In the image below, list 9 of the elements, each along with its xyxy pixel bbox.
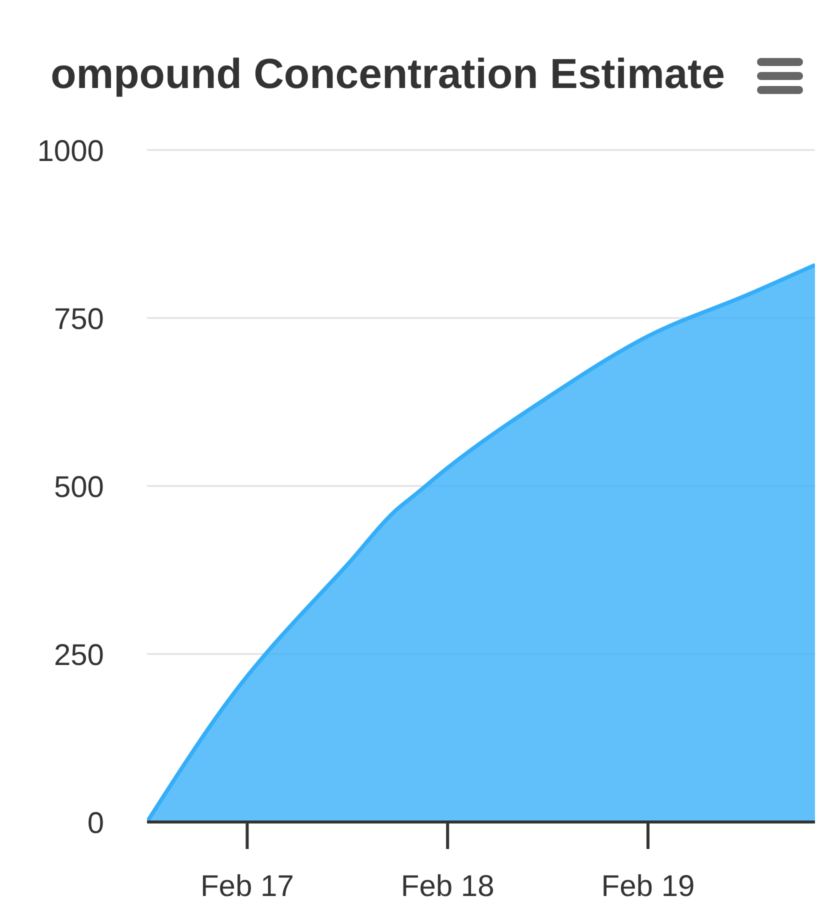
y-tick-label: 750	[54, 303, 104, 336]
y-tick-label: 500	[54, 471, 104, 504]
x-tick-label: Feb 17	[200, 870, 294, 903]
chart-title: ompound Concentration Estimate	[50, 50, 725, 97]
y-tick-label: 1000	[37, 135, 104, 168]
x-tick-label: Feb 18	[400, 870, 494, 903]
y-tick-label: 250	[54, 639, 104, 672]
y-tick-label: 0	[87, 807, 104, 840]
x-tick-label: Feb 19	[601, 870, 695, 903]
